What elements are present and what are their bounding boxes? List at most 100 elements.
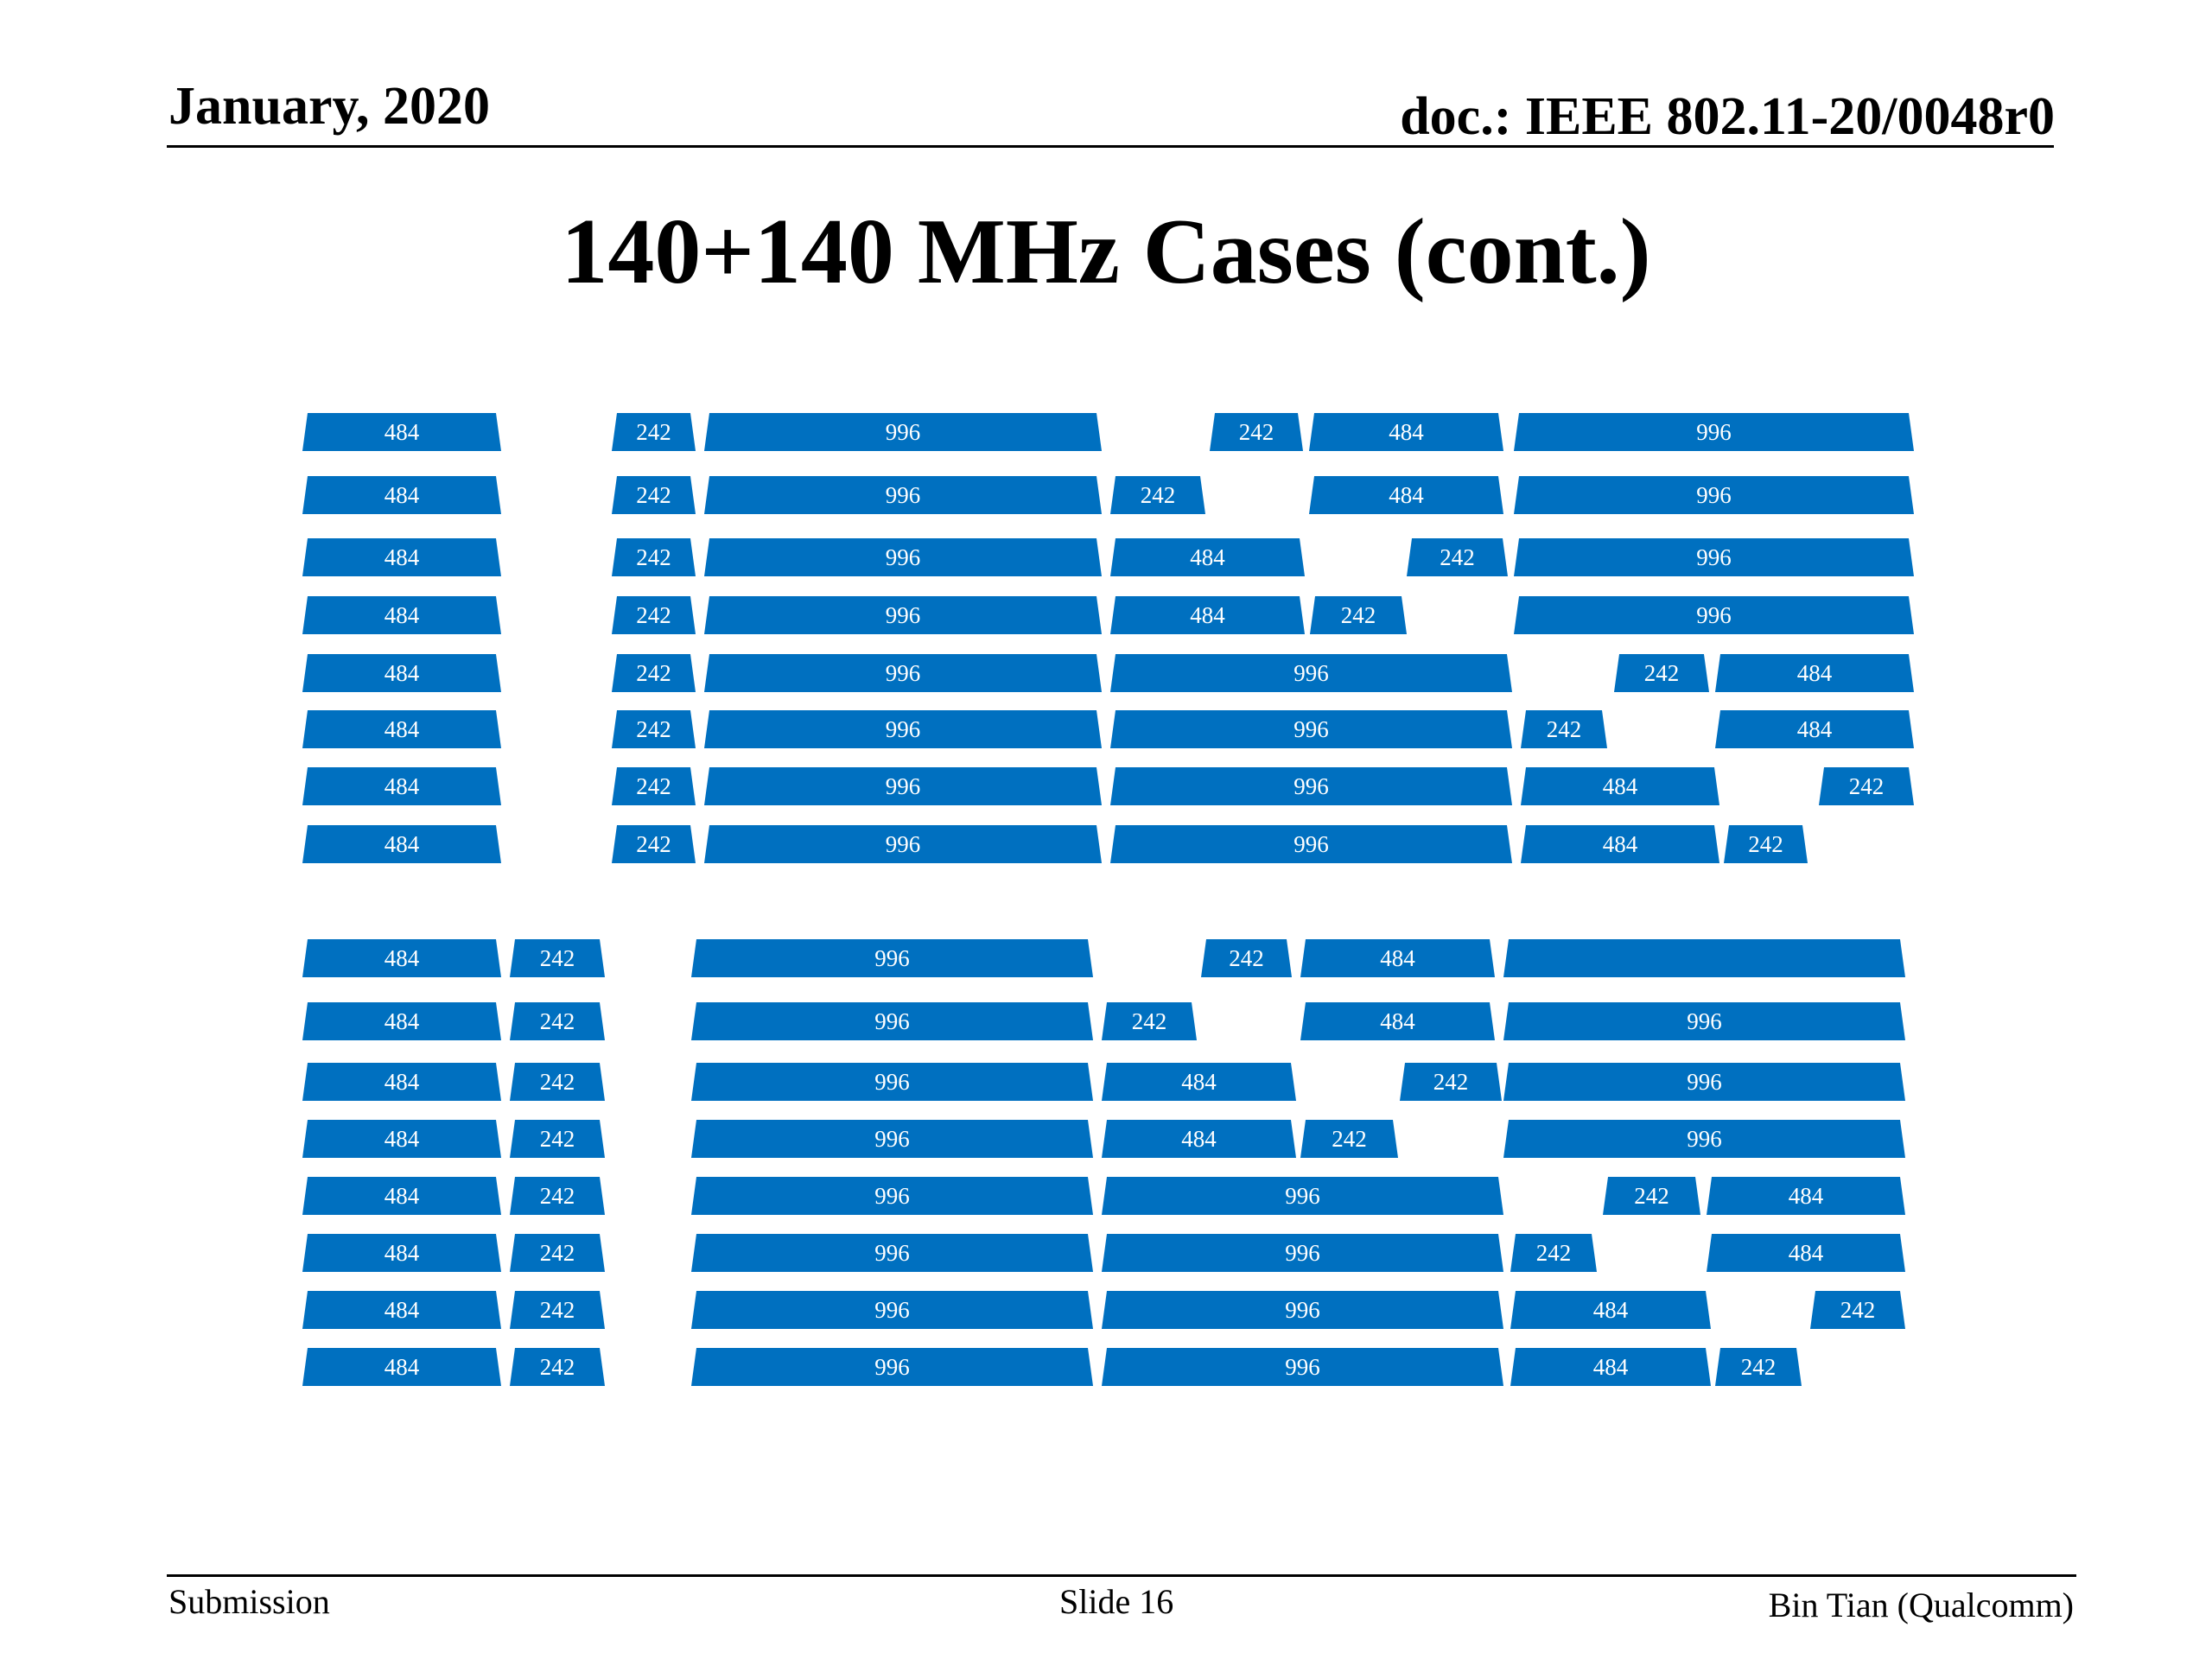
ru-block-996	[1110, 825, 1512, 863]
ru-row-1: 484 242 996 242 484 996	[302, 413, 1914, 451]
ru-block-label: 484	[1797, 716, 1833, 742]
ru-block-label: 484	[1389, 482, 1424, 508]
ru-block-label: 484	[1603, 831, 1638, 857]
ru-block-label: 242	[1341, 602, 1376, 628]
ru-block-484	[1102, 1063, 1296, 1101]
ru-block-label: 484	[385, 1183, 420, 1209]
ru-block-484	[1510, 1291, 1711, 1329]
header-divider	[167, 145, 2054, 148]
ru-block-label: 996	[886, 716, 921, 742]
ru-block-242	[1102, 1002, 1197, 1040]
ru-block-996	[1110, 767, 1512, 805]
ru-row-5: 484 242 996 996 242 484	[302, 654, 1914, 692]
ru-block-242	[510, 1120, 605, 1158]
ru-block-label: 996	[874, 1240, 910, 1266]
ru-block-label: 484	[385, 660, 420, 686]
ru-block-996	[691, 1177, 1093, 1215]
ru-block-484	[1110, 596, 1305, 634]
ru-block-label: 242	[1141, 482, 1176, 508]
ru-row-8: 484 242 996 996 484 242	[302, 1348, 1802, 1386]
ru-block-242	[1614, 654, 1709, 692]
ru-block-label: 242	[540, 1183, 575, 1209]
ru-block-242	[1400, 1063, 1502, 1101]
ru-block-label: 484	[1797, 660, 1833, 686]
ru-block-label: 242	[636, 660, 671, 686]
ru-block-484	[1707, 1177, 1905, 1215]
ru-block-label: 996	[874, 1126, 910, 1152]
ru-block-label: 484	[1190, 602, 1225, 628]
ru-block-label: 484	[1789, 1240, 1824, 1266]
ru-block-996	[691, 1234, 1093, 1272]
ru-block-label: 242	[636, 419, 671, 445]
ru-block-996	[704, 654, 1102, 692]
ru-block-label: 242	[1849, 773, 1885, 799]
ru-block-242	[1521, 710, 1607, 748]
ru-block-label: 484	[385, 1240, 420, 1266]
ru-block-996	[691, 939, 1093, 977]
ru-block-996	[1514, 538, 1914, 576]
ru-block-484	[302, 1291, 501, 1329]
ru-block-label: 242	[1332, 1126, 1367, 1152]
ru-block-484	[302, 413, 501, 451]
ru-block-label: 484	[1181, 1126, 1217, 1152]
ru-block-996	[704, 596, 1102, 634]
ru-block-label: 242	[636, 602, 671, 628]
ru-block-label: 996	[1696, 602, 1732, 628]
ru-block-242	[1819, 767, 1914, 805]
upper-allocation-group: 484 242 996 242 484 996 484 242 996 242 484 996 484 2…	[302, 413, 1914, 863]
ru-block-label: 996	[874, 1354, 910, 1380]
ru-block-label: 242	[1229, 945, 1264, 971]
ru-block-996	[704, 825, 1102, 863]
ru-block-484	[302, 1348, 501, 1386]
ru-block-996	[1503, 1120, 1905, 1158]
ru-block-484	[1510, 1348, 1711, 1386]
ru-block-label: 242	[1748, 831, 1783, 857]
ru-block-label: 242	[540, 1354, 575, 1380]
ru-row-3: 484 242 996 484 242 996	[302, 538, 1914, 576]
ru-block-484	[302, 1002, 501, 1040]
ru-block-242	[1603, 1177, 1700, 1215]
ru-row-4: 484 242 996 484 242 996	[302, 1120, 1905, 1158]
ru-block-label: 242	[1433, 1069, 1469, 1095]
ru-block-label: 996	[1285, 1240, 1320, 1266]
ru-block-label: 242	[1132, 1008, 1167, 1034]
ru-block-996	[1514, 413, 1914, 451]
ru-block-996	[1102, 1177, 1503, 1215]
header-doc-id: doc.: IEEE 802.11-20/0048r0	[1400, 87, 2055, 146]
ru-block-label: 996	[1696, 544, 1732, 570]
ru-block-label: 996	[874, 1008, 910, 1034]
ru-block-label: 242	[1440, 544, 1475, 570]
ru-block-996	[704, 476, 1102, 514]
ru-block-label: 484	[1593, 1354, 1629, 1380]
ru-row-6: 484 242 996 996 242 484	[302, 710, 1914, 748]
ru-block-242	[1810, 1291, 1905, 1329]
ru-block-996	[691, 1002, 1093, 1040]
ru-block-label: 242	[540, 1008, 575, 1034]
ru-block-label: 484	[1789, 1183, 1824, 1209]
ru-block-label: 996	[886, 773, 921, 799]
ru-block-484	[302, 710, 501, 748]
ru-block-484	[1309, 413, 1503, 451]
ru-block-242	[1300, 1120, 1398, 1158]
ru-block-996	[691, 1063, 1093, 1101]
ru-block-label: 242	[636, 482, 671, 508]
ru-row-6: 484 242 996 996 242 484	[302, 1234, 1905, 1272]
ru-block-label: 242	[540, 1126, 575, 1152]
ru-row-2: 484 242 996 242 484 996	[302, 1002, 1905, 1040]
ru-block-996	[1503, 1002, 1905, 1040]
ru-block-484	[1521, 767, 1719, 805]
ru-block-label: 484	[385, 1069, 420, 1095]
ru-block-label: 996	[1696, 419, 1732, 445]
ru-block-242	[612, 538, 696, 576]
ru-block-label: 996	[1294, 716, 1329, 742]
ru-block-996	[1102, 1234, 1503, 1272]
ru-block-label: 484	[1380, 945, 1415, 971]
ru-block-484	[302, 825, 501, 863]
footer-slide-number: Slide 16	[1059, 1582, 1174, 1621]
ru-block-label: 996	[874, 1069, 910, 1095]
ru-block-label: 484	[1190, 544, 1225, 570]
ru-block-484	[302, 939, 501, 977]
ru-block-996	[691, 1291, 1093, 1329]
ru-block-label: 242	[1644, 660, 1680, 686]
